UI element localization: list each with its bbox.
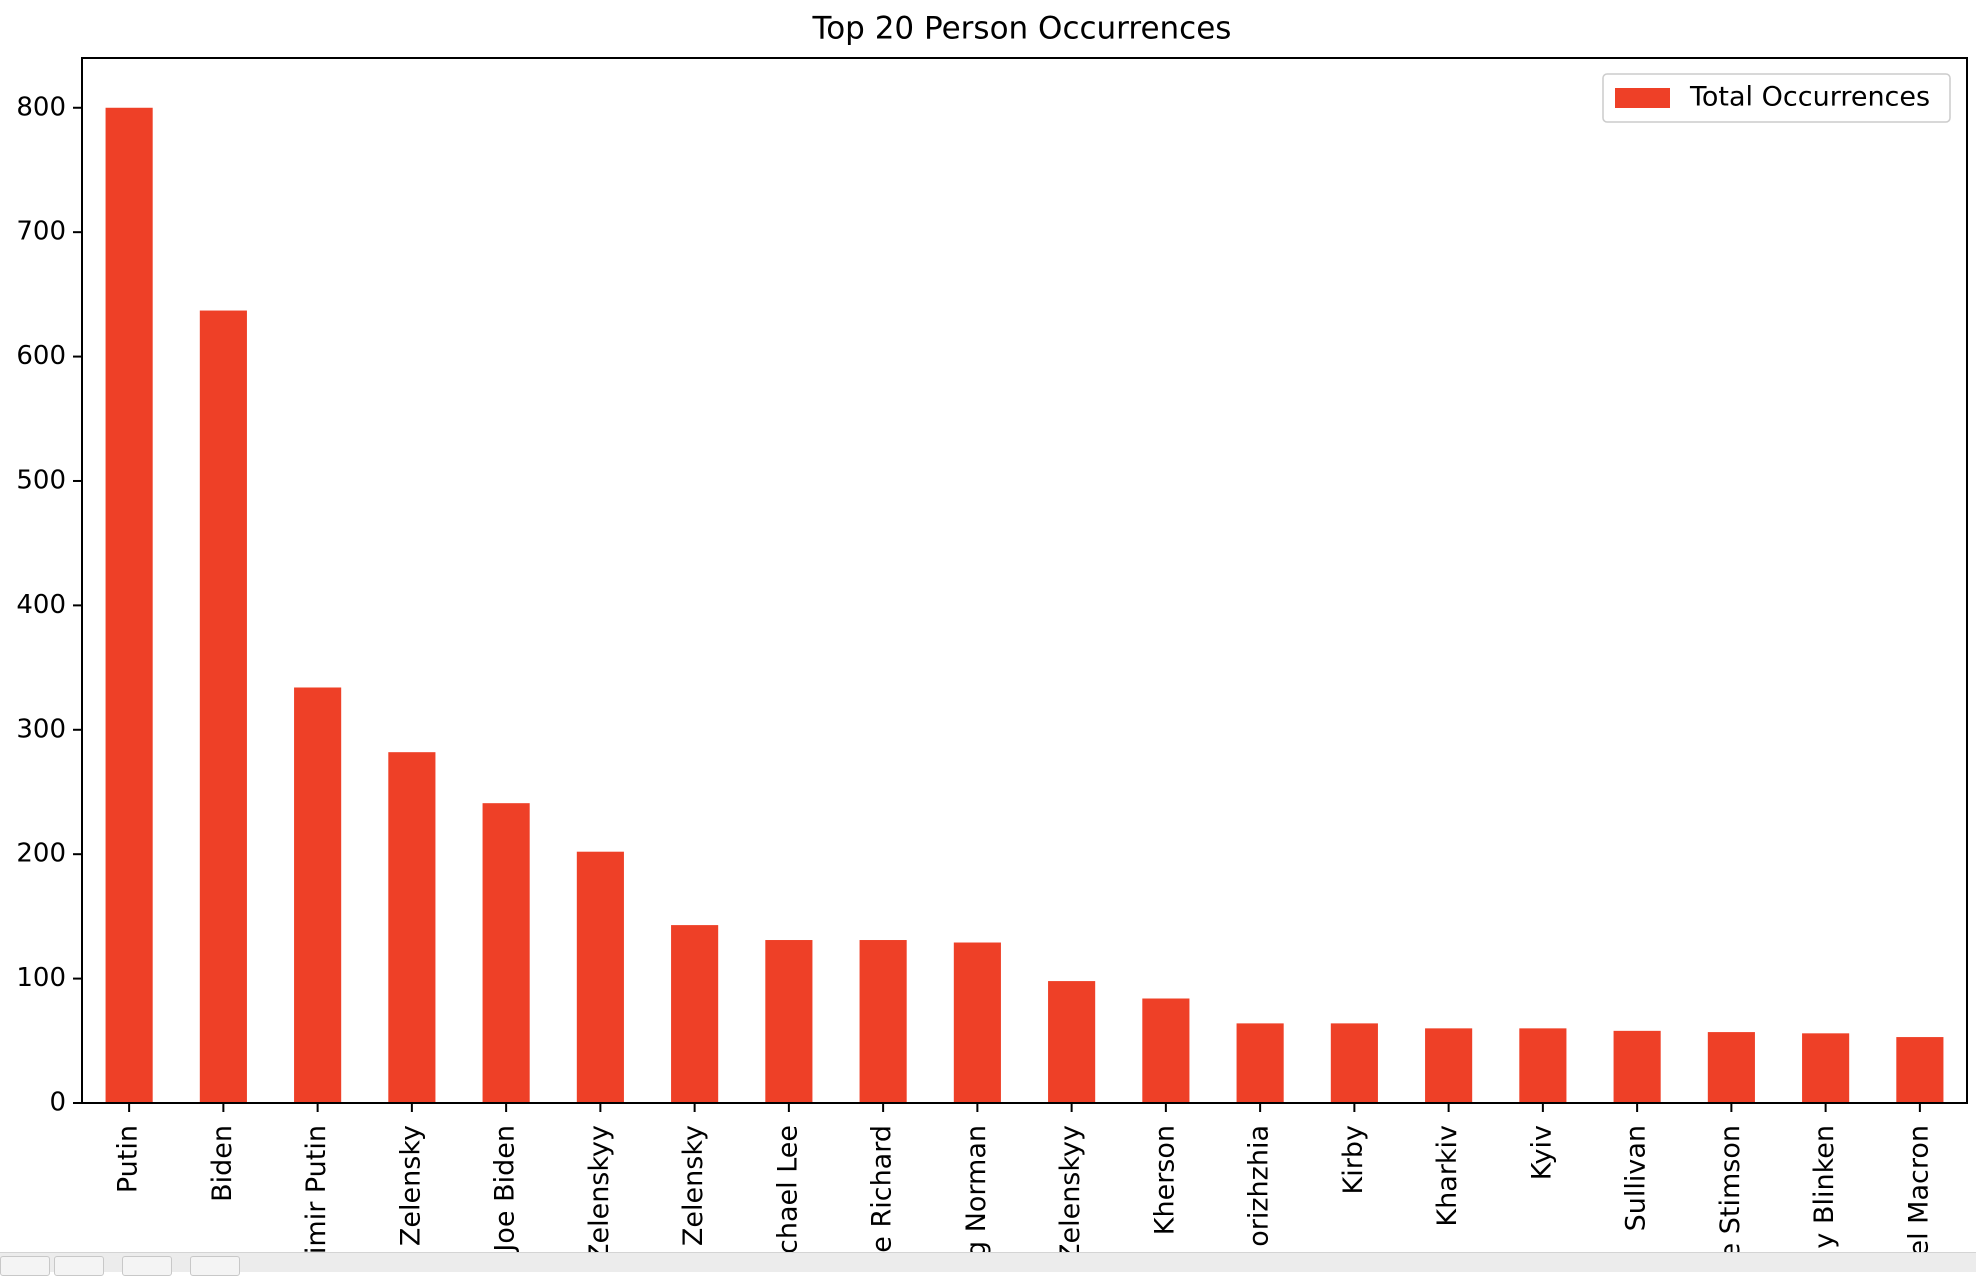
y-tick-label: 300 bbox=[16, 714, 66, 744]
bar-18 bbox=[1707, 1032, 1755, 1103]
legend-swatch bbox=[1615, 88, 1670, 108]
y-tick-label: 200 bbox=[16, 839, 66, 869]
bar-8 bbox=[765, 940, 813, 1103]
x-tick-label: y Blinken bbox=[1809, 1125, 1840, 1249]
x-tick-label: orizhzhia bbox=[1244, 1125, 1275, 1247]
x-tick-label: Zelenskyy bbox=[584, 1125, 615, 1262]
back-button[interactable] bbox=[54, 1256, 104, 1276]
x-tick-label: Zelenskyy bbox=[1055, 1125, 1086, 1262]
bar-6 bbox=[576, 851, 624, 1103]
bar-20 bbox=[1896, 1037, 1944, 1103]
x-tick-label: Biden bbox=[207, 1125, 238, 1202]
toolbar-strip bbox=[0, 1252, 1976, 1276]
home-button[interactable] bbox=[0, 1256, 50, 1276]
y-tick-label: 500 bbox=[16, 465, 66, 495]
bar-10 bbox=[953, 942, 1001, 1103]
plot-area-frame bbox=[81, 57, 1968, 1104]
bar-12 bbox=[1142, 998, 1190, 1103]
save-button[interactable] bbox=[190, 1256, 240, 1276]
bar-4 bbox=[388, 752, 436, 1103]
bar-17 bbox=[1613, 1030, 1661, 1103]
x-tick-label: Kherson bbox=[1149, 1125, 1180, 1235]
bar-5 bbox=[482, 803, 530, 1103]
bar-7 bbox=[671, 925, 719, 1103]
x-tick-label: imir Putin bbox=[301, 1125, 332, 1254]
x-tick-label: g Norman bbox=[961, 1125, 992, 1258]
legend-label: Total Occurrences bbox=[1689, 82, 1930, 113]
x-tick-label: Kirby bbox=[1338, 1125, 1369, 1194]
forward-button[interactable] bbox=[122, 1256, 172, 1276]
x-tick-label: Zelensky bbox=[395, 1125, 426, 1246]
x-tick-label: e Stimson bbox=[1715, 1125, 1746, 1259]
bar-13 bbox=[1236, 1023, 1284, 1103]
bar-9 bbox=[859, 940, 907, 1103]
legend: Total Occurrences bbox=[1602, 73, 1951, 123]
x-tick-label: Putin bbox=[113, 1125, 144, 1193]
x-tick-label: Zelensky bbox=[678, 1125, 709, 1246]
bar-19 bbox=[1802, 1033, 1850, 1103]
x-tick-label: Joe Biden bbox=[490, 1125, 521, 1254]
bar-14 bbox=[1330, 1023, 1378, 1103]
x-tick-label: chael Lee bbox=[772, 1125, 803, 1254]
bar-3 bbox=[294, 687, 342, 1103]
x-tick-label: Kyiv bbox=[1526, 1125, 1557, 1180]
legend-box bbox=[1602, 73, 1951, 123]
y-tick-label: 0 bbox=[49, 1088, 66, 1118]
x-tick-label: e Richard bbox=[867, 1125, 898, 1253]
bar-16 bbox=[1519, 1028, 1567, 1103]
y-tick-label: 100 bbox=[16, 963, 66, 993]
bar-2 bbox=[199, 310, 247, 1103]
x-tick-label: Kharkiv bbox=[1432, 1125, 1463, 1227]
y-tick-label: 400 bbox=[16, 590, 66, 620]
y-tick-label: 800 bbox=[16, 92, 66, 122]
x-tick-label: el Macron bbox=[1903, 1125, 1934, 1257]
bar-11 bbox=[1048, 981, 1096, 1103]
x-tick-label: Sullivan bbox=[1621, 1125, 1652, 1231]
y-tick-label: 700 bbox=[16, 217, 66, 247]
y-tick-label: 600 bbox=[16, 341, 66, 371]
bar-15 bbox=[1425, 1028, 1473, 1103]
chart-title: Top 20 Person Occurrences bbox=[812, 11, 1232, 47]
bar-1 bbox=[105, 107, 153, 1103]
